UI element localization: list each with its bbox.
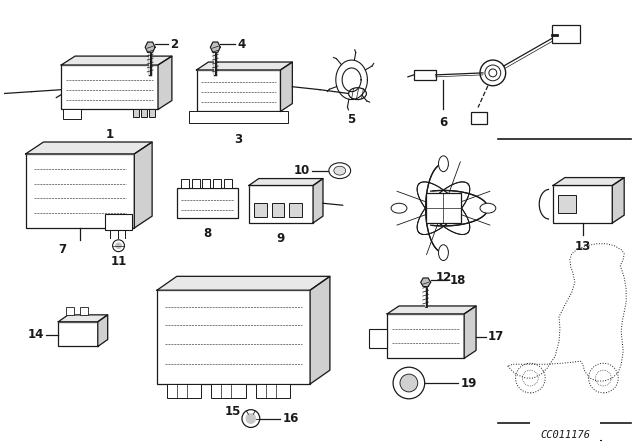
Bar [202, 179, 211, 189]
Bar [133, 109, 140, 117]
Bar [211, 384, 246, 398]
Polygon shape [61, 56, 172, 65]
Circle shape [400, 374, 418, 392]
Polygon shape [196, 62, 292, 70]
Text: 14: 14 [28, 328, 44, 341]
Bar [471, 112, 487, 124]
Bar [414, 70, 436, 80]
Ellipse shape [438, 156, 449, 172]
Bar [189, 112, 289, 123]
Circle shape [116, 243, 122, 249]
Text: 9: 9 [276, 233, 285, 246]
Bar [271, 203, 284, 217]
Bar [58, 322, 98, 346]
Text: CC011176: CC011176 [540, 431, 590, 440]
Polygon shape [612, 177, 624, 223]
Bar [63, 109, 81, 119]
Bar [289, 203, 302, 217]
Bar [149, 109, 155, 117]
Text: 2: 2 [170, 38, 178, 51]
Text: 8: 8 [204, 228, 212, 241]
Bar [191, 179, 200, 189]
Polygon shape [313, 179, 323, 223]
Text: 18: 18 [449, 274, 466, 287]
Bar [141, 109, 147, 117]
Text: 15: 15 [225, 405, 241, 418]
Polygon shape [26, 142, 152, 154]
Polygon shape [249, 179, 323, 185]
Text: 5: 5 [348, 113, 356, 126]
Bar [180, 179, 189, 189]
Text: 12: 12 [435, 271, 452, 284]
Ellipse shape [329, 163, 351, 179]
Ellipse shape [334, 166, 346, 175]
Circle shape [246, 414, 256, 423]
Ellipse shape [480, 203, 496, 213]
Polygon shape [211, 42, 220, 52]
Bar [426, 194, 461, 223]
Polygon shape [134, 142, 152, 228]
Polygon shape [280, 62, 292, 112]
Polygon shape [158, 56, 172, 109]
Bar [157, 290, 310, 384]
Bar [558, 195, 576, 213]
Polygon shape [420, 278, 431, 287]
Text: 3: 3 [234, 133, 242, 146]
Polygon shape [310, 276, 330, 384]
Bar [80, 307, 88, 315]
Text: 6: 6 [439, 116, 447, 129]
Bar [387, 314, 464, 358]
Polygon shape [464, 306, 476, 358]
Bar [66, 307, 74, 315]
Bar [369, 329, 387, 349]
Bar [552, 26, 580, 43]
Text: 19: 19 [460, 376, 477, 389]
Bar [213, 179, 221, 189]
Text: 11: 11 [111, 255, 127, 268]
Polygon shape [157, 276, 330, 290]
Text: 1: 1 [106, 128, 114, 141]
Bar [61, 65, 158, 109]
Bar [177, 189, 238, 218]
Bar [167, 384, 202, 398]
Bar [249, 185, 313, 223]
Ellipse shape [391, 203, 407, 213]
Text: 16: 16 [282, 412, 299, 425]
Bar [26, 154, 134, 228]
Bar [256, 384, 291, 398]
Bar [196, 70, 280, 112]
Polygon shape [145, 42, 155, 52]
Polygon shape [98, 315, 108, 346]
Bar [224, 179, 232, 189]
Polygon shape [387, 306, 476, 314]
Bar [553, 185, 612, 223]
Ellipse shape [438, 245, 449, 261]
Polygon shape [58, 315, 108, 322]
Text: 13: 13 [575, 240, 591, 253]
Polygon shape [553, 177, 624, 185]
Bar [254, 203, 267, 217]
Text: 4: 4 [237, 38, 245, 51]
Text: 7: 7 [58, 243, 67, 256]
Text: 17: 17 [488, 330, 504, 343]
Bar [105, 214, 132, 230]
Text: 10: 10 [294, 164, 310, 177]
Ellipse shape [349, 88, 367, 99]
